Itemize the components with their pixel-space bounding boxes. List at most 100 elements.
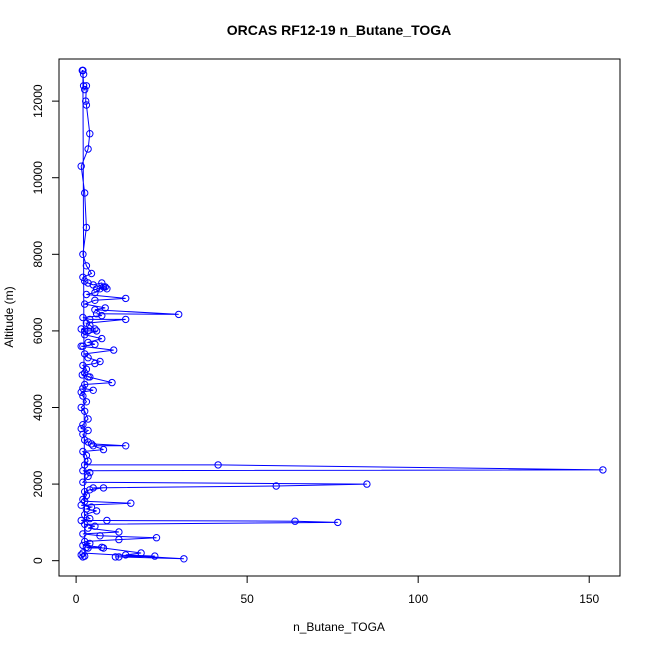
data-point	[91, 288, 99, 297]
data-point	[127, 499, 135, 507]
data-point	[111, 553, 120, 561]
data-point	[122, 294, 130, 303]
data-point	[87, 269, 96, 278]
chart-title: ORCAS RF12-19 n_Butane_TOGA	[227, 22, 452, 38]
x-axis: 0 50 100 150	[73, 575, 600, 606]
data-point	[86, 486, 94, 494]
data-point	[79, 392, 87, 400]
data-point	[82, 543, 91, 551]
data-point	[86, 514, 94, 523]
data-point	[122, 442, 130, 450]
data-point	[77, 551, 85, 559]
y-axis-label: Altitude (m)	[2, 286, 16, 347]
data-point	[82, 101, 91, 109]
y-axis: 0 2000 4000 6000 8000 10000 12000	[31, 84, 60, 564]
data-point	[92, 507, 101, 515]
data-point	[101, 283, 109, 291]
data-point	[77, 162, 85, 170]
x-tick-label: 100	[408, 592, 428, 606]
data-point	[84, 524, 92, 532]
x-tick-label: 50	[240, 592, 254, 606]
data-point	[78, 66, 87, 75]
data-point	[110, 346, 118, 354]
data-point	[81, 300, 89, 308]
data-point	[91, 340, 99, 348]
data-point	[81, 327, 89, 335]
y-tick-label: 8000	[31, 241, 45, 268]
data-point	[81, 552, 89, 560]
data-point	[89, 386, 97, 394]
data-point	[599, 466, 607, 474]
x-axis-label: n_Butane_TOGA	[293, 620, 385, 634]
data-point	[84, 145, 92, 153]
data-point	[214, 461, 222, 469]
data-point	[115, 535, 123, 544]
data-point	[87, 440, 96, 448]
data-point	[79, 467, 87, 475]
data-point	[115, 553, 123, 561]
data-point	[89, 442, 97, 450]
data-point	[87, 503, 96, 511]
data-point	[77, 501, 85, 509]
data-point	[99, 445, 108, 454]
data-point	[151, 552, 159, 560]
data-point	[84, 472, 92, 481]
data-point	[91, 296, 99, 304]
data-point	[79, 250, 87, 259]
x-tick-label: 150	[579, 592, 599, 606]
series-n-butane-toga	[77, 66, 607, 563]
data-point	[82, 262, 91, 270]
data-point	[103, 285, 111, 293]
data-point	[99, 484, 108, 492]
data-point	[77, 325, 85, 333]
data-point	[334, 518, 342, 527]
data-point	[98, 311, 106, 320]
data-point	[79, 70, 88, 79]
data-point	[79, 478, 87, 486]
data-point	[92, 327, 101, 335]
y-tick-label: 2000	[31, 470, 45, 497]
data-point	[137, 549, 145, 557]
data-point	[77, 342, 85, 350]
data-point	[82, 97, 90, 105]
y-tick-label: 0	[31, 557, 45, 564]
data-point	[84, 426, 92, 435]
data-point	[82, 82, 91, 90]
data-point	[79, 82, 88, 90]
data-point	[84, 354, 92, 362]
data-point	[81, 407, 89, 415]
x-tick-label: 0	[73, 592, 80, 606]
data-point	[81, 511, 89, 519]
data-point	[91, 325, 99, 333]
data-point	[291, 517, 299, 525]
data-point	[91, 359, 99, 368]
data-point	[82, 223, 91, 232]
plot-frame	[58, 58, 621, 577]
data-point	[96, 285, 104, 293]
data-point	[79, 313, 87, 322]
data-point	[82, 398, 91, 406]
data-point	[79, 421, 87, 429]
data-point	[99, 544, 108, 552]
data-point	[175, 310, 183, 319]
y-tick-label: 4000	[31, 394, 45, 421]
data-point	[84, 338, 92, 347]
data-point	[363, 480, 371, 488]
data-point	[92, 285, 101, 293]
data-point	[108, 378, 116, 387]
data-point	[84, 373, 92, 381]
y-tick-label: 10000	[31, 161, 45, 195]
data-point	[180, 555, 188, 563]
data-point	[122, 551, 130, 559]
data-point	[272, 482, 280, 490]
data-point	[103, 516, 111, 525]
data-point	[91, 306, 99, 314]
data-point	[81, 189, 89, 197]
data-point	[86, 468, 94, 477]
data-point	[84, 279, 92, 287]
data-point	[86, 130, 94, 138]
y-tick-label: 6000	[31, 317, 45, 344]
data-point	[115, 528, 123, 536]
data-point	[82, 290, 91, 299]
